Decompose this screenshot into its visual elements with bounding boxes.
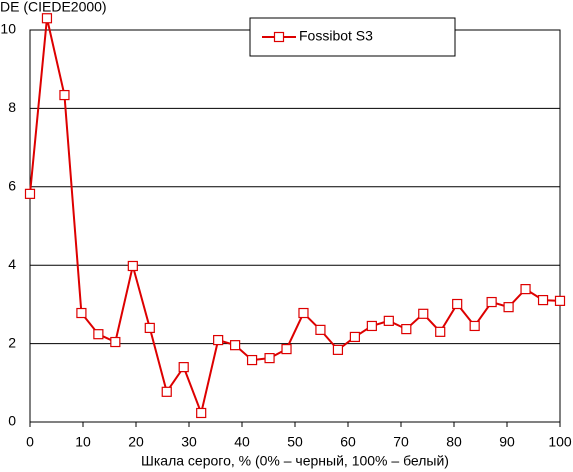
data-point (93, 329, 104, 340)
y-axis-label: DE (CIEDE2000) (0, 0, 107, 15)
data-point (24, 188, 36, 199)
x-tick-label: 20 (128, 434, 144, 450)
data-point (401, 323, 412, 335)
data-point (503, 302, 514, 313)
x-tick-label: 60 (340, 434, 356, 450)
data-point (264, 353, 275, 364)
x-tick-label: 30 (181, 434, 197, 450)
data-point (469, 320, 480, 332)
x-tick-label: 100 (548, 434, 572, 450)
x-tick-label: 40 (234, 434, 250, 450)
data-point (59, 89, 70, 101)
y-tick-label: 10 (0, 21, 16, 37)
data-point (41, 13, 53, 24)
x-tick-label: 70 (393, 434, 409, 450)
data-point (418, 308, 429, 319)
data-point (110, 336, 121, 348)
data-point (435, 326, 446, 337)
data-point (127, 260, 138, 272)
data-point (554, 295, 566, 306)
data-point (230, 340, 241, 351)
data-point (452, 298, 463, 310)
legend-label: Fossibot S3 (299, 28, 373, 44)
legend-marker (273, 31, 285, 43)
data-point (281, 343, 292, 355)
y-tick-label: 6 (8, 178, 16, 194)
data-point (332, 344, 344, 355)
x-tick-label: 50 (287, 434, 303, 450)
x-tick-label: 80 (446, 434, 462, 450)
x-tick-label: 10 (75, 434, 91, 450)
data-point (537, 294, 549, 306)
data-point (315, 324, 326, 335)
data-point (76, 307, 87, 319)
data-point (213, 334, 224, 346)
data-point (178, 362, 189, 373)
y-tick-label: 2 (8, 334, 16, 350)
data-point (196, 407, 207, 419)
data-point (144, 322, 155, 334)
x-tick-label: 90 (499, 434, 515, 450)
y-tick-label: 0 (8, 413, 16, 429)
y-tick-label: 4 (8, 256, 16, 272)
data-point (298, 307, 309, 319)
data-point (520, 284, 531, 295)
data-point (349, 331, 360, 343)
data-point (383, 315, 394, 326)
x-tick-label: 0 (26, 434, 34, 450)
data-point (246, 354, 258, 366)
series-line (29, 18, 561, 417)
data-point (366, 320, 377, 332)
plot-border (29, 29, 561, 423)
y-tick-label: 8 (8, 99, 16, 115)
x-axis-label: Шкала серого, % (0% – черный, 100% – бел… (141, 453, 449, 469)
data-point (486, 296, 497, 308)
data-point (161, 386, 172, 397)
